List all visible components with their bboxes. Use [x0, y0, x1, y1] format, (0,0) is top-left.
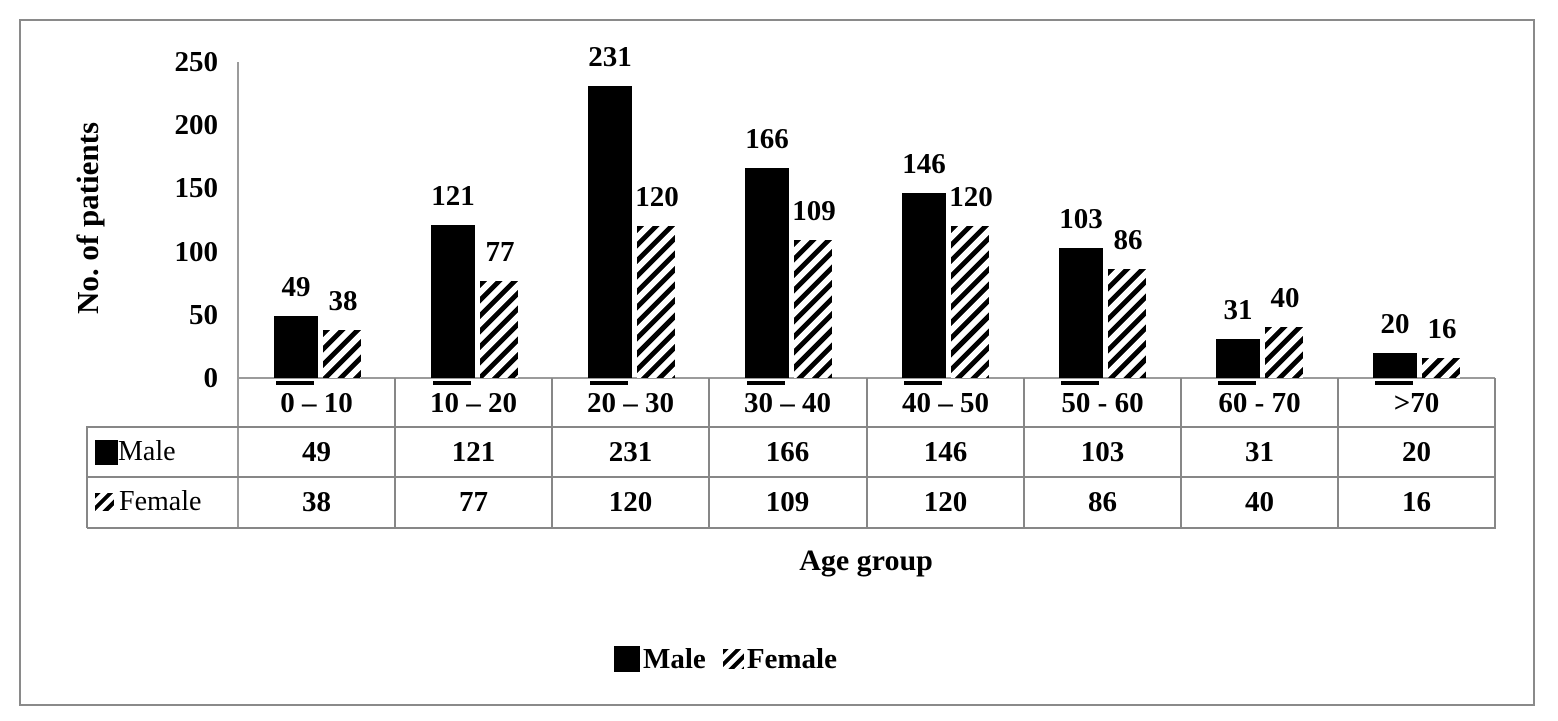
table-cell-female-value: 38 [302, 485, 331, 518]
female-bar [951, 226, 989, 378]
category-label: 40 – 50 [902, 386, 989, 419]
table-column-border [1023, 378, 1025, 528]
table-cell-male-value: 166 [765, 435, 810, 468]
male-bar-data-label: 31 [1223, 294, 1253, 326]
table-row-header-male: Male [89, 429, 238, 475]
female-series-swatch-icon [95, 493, 114, 511]
male-bar-data-label: 49 [281, 271, 311, 303]
y-axis-title: No. of patients [70, 121, 105, 315]
female-bar-data-label: 38 [328, 285, 358, 317]
table-column-border [551, 378, 553, 528]
legend-male-swatch-icon [614, 646, 640, 672]
table-column-border [708, 378, 710, 528]
table-cell-male-value: 31 [1245, 435, 1274, 468]
table-cell-female-value: 16 [1402, 485, 1431, 518]
male-bar [431, 225, 475, 385]
category-label: 0 – 10 [280, 386, 353, 419]
male-bar-data-label: 231 [588, 41, 632, 73]
table-column-border [866, 378, 868, 528]
male-bar [1373, 353, 1417, 385]
table-left-border [86, 426, 88, 528]
male-bar [274, 316, 318, 385]
table-cell-female-value: 86 [1088, 485, 1117, 518]
table-cell-male-value: 121 [451, 435, 496, 468]
y-axis-tick-label: 250 [174, 46, 219, 78]
table-cell-male-value: 103 [1080, 435, 1125, 468]
male-bar-data-label: 103 [1059, 203, 1103, 235]
female-bar-data-label: 120 [949, 181, 993, 213]
table-cell-female-value: 77 [459, 485, 488, 518]
male-bar [588, 86, 632, 385]
category-label: 20 – 30 [587, 386, 674, 419]
table-cell-female-value: 109 [765, 485, 810, 518]
male-series-label: Male [118, 436, 176, 467]
table-cell-male-value: 231 [608, 435, 653, 468]
male-bar [1216, 339, 1260, 385]
male-bar-data-label: 20 [1380, 308, 1410, 340]
category-label: 60 - 70 [1218, 386, 1301, 419]
table-column-border [394, 378, 396, 528]
legend-male-label: Male [643, 642, 706, 675]
y-axis-tick-label: 100 [174, 236, 219, 268]
table-horizontal-border [87, 527, 1496, 529]
male-bar-data-label: 121 [431, 180, 475, 212]
x-axis-title: Age group [799, 544, 933, 577]
y-axis-tick-label: 150 [174, 172, 219, 204]
male-bar [745, 168, 789, 385]
category-label: 50 - 60 [1061, 386, 1144, 419]
male-series-swatch-icon [95, 439, 118, 465]
table-column-border [1337, 378, 1339, 528]
table-cell-female-value: 120 [923, 485, 968, 518]
y-axis-tick-label: 200 [174, 109, 219, 141]
table-horizontal-border [87, 426, 1496, 428]
legend-female-label: Female [746, 642, 837, 675]
category-label: 30 – 40 [744, 386, 831, 419]
category-label: >70 [1393, 386, 1440, 419]
female-bar-data-label: 120 [635, 181, 679, 213]
female-bar [637, 226, 675, 378]
table-row-header-female: Female [89, 479, 238, 525]
female-bar [323, 330, 361, 378]
female-series-label: Female [119, 486, 202, 517]
female-bar [1265, 327, 1303, 378]
female-bar-data-label: 86 [1113, 224, 1143, 256]
male-bar-data-label: 146 [902, 148, 946, 180]
y-axis-tick-label: 0 [203, 362, 219, 394]
female-bar [1108, 269, 1146, 378]
table-cell-female-value: 40 [1245, 485, 1274, 518]
table-horizontal-border [87, 476, 1496, 478]
chart-legend: Male Female [614, 642, 837, 675]
table-cell-male-value: 20 [1402, 435, 1431, 468]
category-label: 10 – 20 [430, 386, 517, 419]
y-axis-tick-label: 50 [189, 299, 218, 331]
legend-female-swatch-icon [722, 649, 744, 669]
female-bar [480, 281, 518, 378]
table-column-border [1180, 378, 1182, 528]
male-bar-data-label: 166 [745, 123, 789, 155]
male-bar [1059, 248, 1103, 385]
table-right-border [1494, 378, 1496, 528]
male-bar [902, 193, 946, 385]
female-bar-data-label: 40 [1270, 282, 1300, 314]
female-bar [1422, 358, 1460, 378]
female-bar-data-label: 16 [1427, 313, 1457, 345]
table-cell-female-value: 120 [608, 485, 653, 518]
y-axis-line [237, 62, 239, 528]
table-cell-male-value: 49 [302, 435, 331, 468]
female-bar-data-label: 109 [792, 195, 836, 227]
table-cell-male-value: 146 [923, 435, 968, 468]
female-bar [794, 240, 832, 378]
female-bar-data-label: 77 [485, 236, 515, 268]
